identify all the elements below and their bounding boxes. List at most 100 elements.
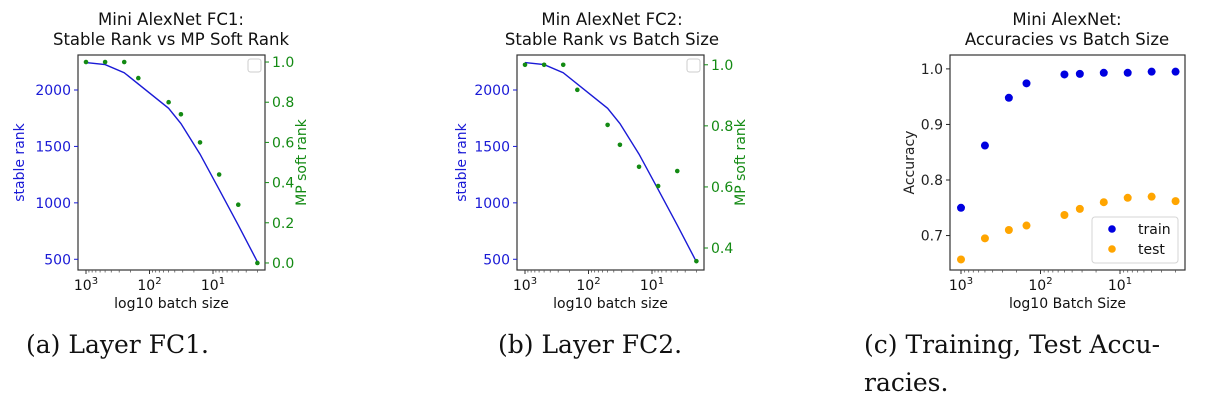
data-point-MP-soft-rank (197, 140, 203, 145)
data-point-train (1099, 68, 1108, 77)
y2-tick-label: 0.0 (272, 256, 294, 272)
y-tick-label: 500 (483, 252, 510, 268)
y-tick-label: 1000 (35, 196, 71, 212)
chart-title: Mini AlexNet FC1: (98, 10, 244, 29)
data-point-train (1075, 69, 1084, 78)
data-point-train (1123, 68, 1132, 77)
x-tick-label: 102 (137, 276, 161, 294)
data-point-test (1147, 192, 1156, 201)
x-tick-label: 101 (1108, 276, 1132, 294)
y-tick-label: 1500 (35, 139, 71, 155)
y-tick-label: 2000 (35, 83, 71, 99)
data-point-MP-soft-rank (121, 59, 127, 65)
data-point-train (1171, 67, 1180, 76)
legend-marker-train (1108, 225, 1116, 233)
y2-axis-label: MP soft rank (294, 118, 310, 206)
data-point-MP-soft-rank (235, 202, 241, 207)
data-point-test (1022, 221, 1031, 230)
data-point-train (1004, 93, 1013, 102)
data-point-MP-soft-rank (102, 59, 108, 65)
data-point-MP-soft-rank (674, 168, 680, 174)
chart-title: Accuracies vs Batch Size (965, 30, 1169, 49)
series-line-stable-rank (524, 61, 698, 263)
y2-tick-label: 0.4 (272, 176, 294, 192)
data-point-MP-soft-rank (136, 75, 141, 81)
data-point-test (980, 234, 989, 243)
data-point-MP-soft-rank (522, 62, 528, 68)
data-point-MP-soft-rank (694, 258, 699, 264)
data-point-MP-soft-rank (216, 172, 222, 177)
data-point-MP-soft-rank (636, 164, 642, 170)
y2-tick-label: 1.0 (711, 58, 733, 74)
plot-frame (516, 54, 705, 271)
caption-b: (b) Layer FC2. (498, 330, 683, 359)
data-point-MP-soft-rank (655, 183, 661, 189)
y2-tick-label: 0.2 (272, 216, 294, 232)
data-point-MP-soft-rank (541, 62, 547, 68)
x-tick-label: 102 (576, 276, 600, 294)
y-tick-label: 2000 (474, 83, 510, 99)
chart-title: Mini AlexNet: (1012, 10, 1121, 29)
y-axis-label: stable rank (12, 122, 28, 201)
y-tick-label: 0.9 (921, 117, 943, 133)
data-point-test (1123, 193, 1132, 202)
data-point-MP-soft-rank (255, 260, 260, 266)
plot-frame (77, 54, 266, 271)
data-point-train (1147, 67, 1156, 76)
legend-label-train: train (1138, 222, 1171, 238)
y-tick-label: 1.0 (921, 62, 943, 78)
y-tick-label: 500 (44, 252, 71, 268)
chart-title: Stable Rank vs Batch Size (505, 30, 719, 49)
x-tick-label: 103 (513, 276, 537, 294)
series-line-stable-rank (85, 61, 259, 263)
data-point-test (1075, 204, 1084, 213)
x-axis-label: log10 batch size (553, 296, 668, 312)
data-point-MP-soft-rank (617, 142, 623, 148)
y2-tick-label: 1.0 (272, 55, 294, 71)
data-point-MP-soft-rank (166, 99, 171, 105)
legend-marker-test (1108, 245, 1116, 253)
x-axis-label: log10 batch size (114, 296, 229, 312)
y-tick-label: 0.8 (921, 173, 943, 189)
x-axis-label: log10 Batch Size (1009, 296, 1126, 312)
caption-a: (a) Layer FC1. (26, 330, 210, 359)
data-point-train (957, 203, 965, 212)
plot-frame (949, 54, 1186, 271)
data-point-MP-soft-rank (178, 111, 184, 117)
empty-legend-box (247, 58, 262, 73)
y2-axis-label: MP soft rank (733, 118, 749, 206)
y2-tick-label: 0.4 (711, 241, 733, 257)
data-point-test (1060, 211, 1069, 219)
caption-c-line1: (c) Training, Test Accu- (864, 330, 1161, 359)
data-point-train (980, 141, 989, 150)
empty-legend-box (686, 58, 701, 73)
chart-title: Min AlexNet FC2: (541, 10, 682, 29)
data-point-MP-soft-rank (605, 122, 610, 128)
y2-tick-label: 0.8 (711, 119, 733, 135)
y-tick-label: 1000 (474, 196, 510, 212)
data-point-test (1171, 197, 1180, 206)
y2-tick-label: 0.6 (711, 180, 733, 196)
data-point-train (1022, 79, 1031, 88)
data-point-test (957, 255, 965, 264)
data-point-train (1060, 70, 1069, 79)
y-tick-label: 1500 (474, 139, 510, 155)
data-point-test (1099, 198, 1108, 207)
y2-tick-label: 0.6 (272, 135, 294, 151)
data-point-MP-soft-rank (83, 59, 89, 65)
y-tick-label: 0.7 (921, 229, 943, 245)
data-point-test (1004, 226, 1013, 234)
y-axis-label: Accuracy (902, 131, 918, 195)
x-tick-label: 103 (949, 276, 973, 294)
data-point-MP-soft-rank (560, 62, 566, 68)
y2-tick-label: 0.8 (272, 95, 294, 111)
x-tick-label: 103 (74, 276, 98, 294)
x-tick-label: 102 (1028, 276, 1052, 294)
legend-label-test: test (1138, 242, 1165, 258)
chart-title: Stable Rank vs MP Soft Rank (53, 30, 289, 49)
caption-c-line2: racies. (864, 368, 949, 397)
